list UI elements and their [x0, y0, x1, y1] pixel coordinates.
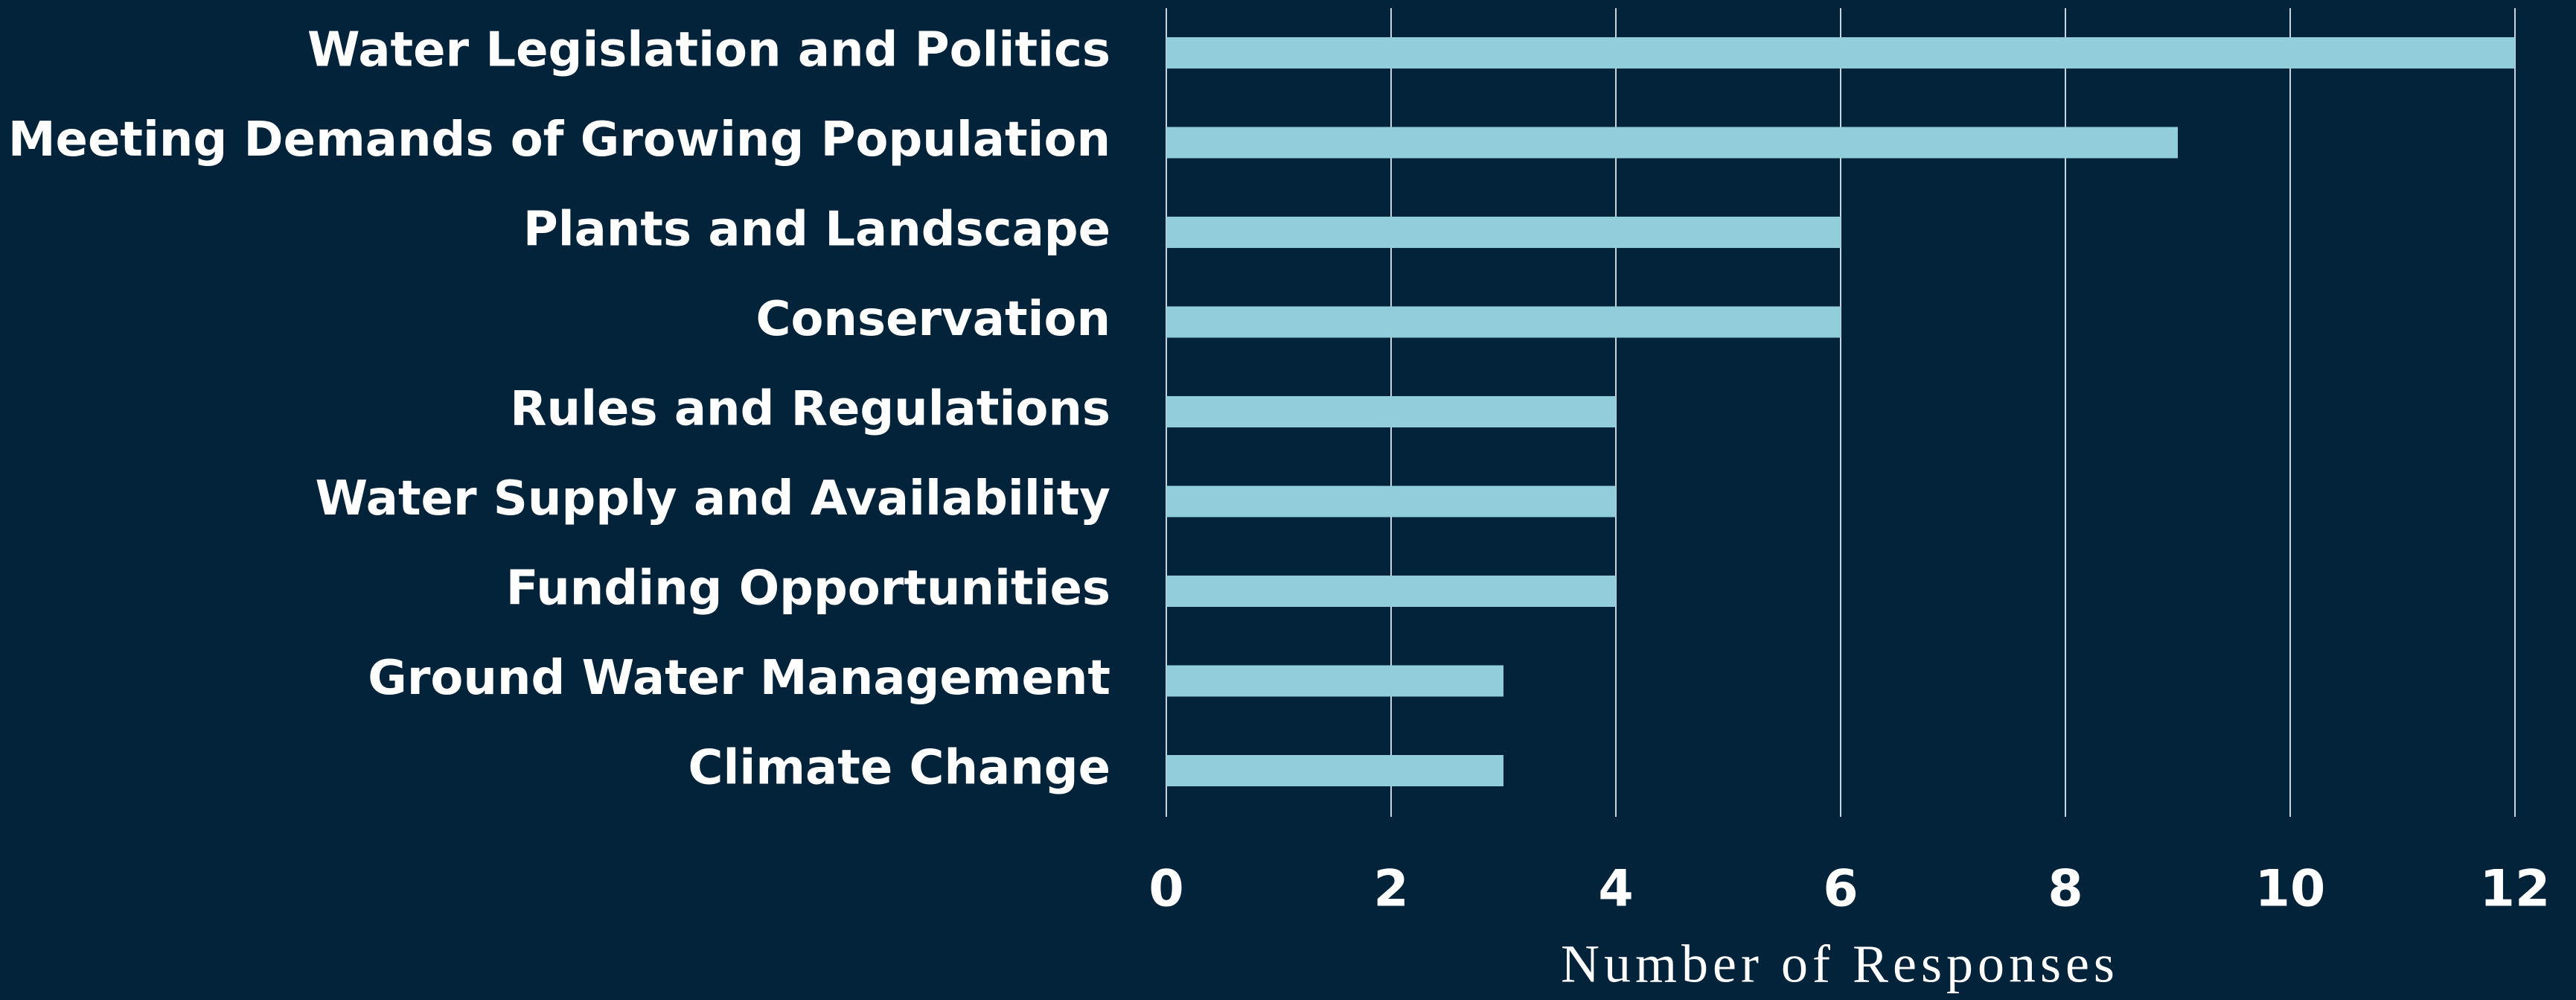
category-label: Water Supply and Availability	[315, 471, 1110, 526]
bar	[1166, 127, 2178, 159]
category-label: Plants and Landscape	[523, 203, 1110, 258]
bar	[1166, 755, 1503, 786]
bar	[1166, 37, 2515, 69]
x-tick-label: 10	[2255, 860, 2326, 919]
category-label: Climate Change	[688, 741, 1111, 796]
bar	[1166, 665, 1503, 697]
category-label: Conservation	[755, 292, 1110, 347]
x-tick-label: 0	[1148, 860, 1183, 919]
x-tick-label: 4	[1598, 860, 1633, 919]
x-tick-label: 8	[2048, 860, 2083, 919]
x-tick-label: 6	[1823, 860, 1858, 919]
category-label: Meeting Demands of Growing Population	[8, 112, 1110, 168]
bar	[1166, 485, 1616, 517]
category-label: Ground Water Management	[368, 651, 1110, 706]
bar	[1166, 396, 1616, 427]
category-label: Funding Opportunities	[506, 561, 1110, 617]
category-label: Rules and Regulations	[510, 382, 1110, 437]
x-axis-title: Number of Responses	[1561, 934, 2119, 994]
category-label: Water Legislation and Politics	[307, 23, 1110, 78]
x-tick-label: 12	[2480, 860, 2551, 919]
x-tick-label: 2	[1373, 860, 1408, 919]
bar	[1166, 306, 1841, 338]
bar	[1166, 576, 1616, 607]
bar	[1166, 217, 1841, 248]
